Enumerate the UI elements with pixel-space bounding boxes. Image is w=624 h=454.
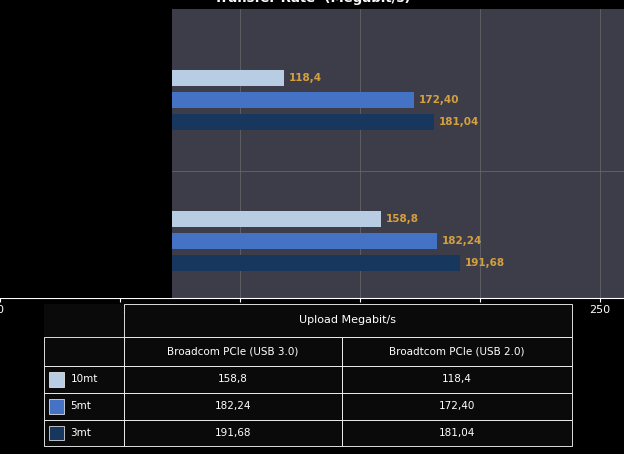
Title: Aggregate Throughput  in Upload 5GHz Band
USB 3.0 vs USB 2.0
Transfer Rate  (Meg: Aggregate Throughput in Upload 5GHz Band…	[143, 0, 481, 5]
Text: 191,68: 191,68	[465, 258, 505, 268]
Bar	[44, 419, 124, 446]
Bar	[0, 233, 437, 249]
Bar	[124, 304, 572, 337]
Bar	[124, 366, 342, 393]
Text: 118,4: 118,4	[289, 74, 322, 84]
Text: 181,04: 181,04	[439, 117, 480, 127]
Text: 10mt: 10mt	[71, 375, 98, 385]
Bar	[0, 114, 434, 130]
Bar	[44, 393, 124, 419]
Text: 172,40: 172,40	[439, 401, 475, 411]
Text: Upload Megabit/s: Upload Megabit/s	[300, 316, 396, 326]
Bar	[124, 393, 342, 419]
Bar	[44, 366, 124, 393]
Text: 182,24: 182,24	[442, 236, 482, 246]
Bar	[49, 399, 64, 414]
Bar	[49, 372, 64, 387]
Text: Broadcom PCIe (USB 3.0): Broadcom PCIe (USB 3.0)	[167, 346, 299, 356]
Bar	[0, 211, 381, 227]
Text: 172,40: 172,40	[419, 95, 459, 105]
FancyBboxPatch shape	[0, 9, 172, 298]
Text: 158,8: 158,8	[218, 375, 248, 385]
Bar	[44, 304, 124, 337]
Bar	[124, 419, 342, 446]
Bar	[44, 337, 124, 366]
Bar	[0, 70, 284, 86]
Bar	[0, 92, 414, 109]
Bar	[0, 255, 460, 271]
Bar	[342, 419, 572, 446]
Text: 191,68: 191,68	[215, 428, 251, 438]
Text: 182,24: 182,24	[215, 401, 251, 411]
Text: 118,4: 118,4	[442, 375, 472, 385]
Text: 181,04: 181,04	[439, 428, 475, 438]
Bar	[342, 337, 572, 366]
Bar	[342, 393, 572, 419]
Text: 3mt: 3mt	[71, 428, 91, 438]
Text: 5mt: 5mt	[71, 401, 91, 411]
Bar	[342, 366, 572, 393]
Bar	[124, 337, 342, 366]
Bar	[49, 426, 64, 440]
Text: 158,8: 158,8	[386, 214, 419, 224]
Text: Broadtcom PCIe (USB 2.0): Broadtcom PCIe (USB 2.0)	[389, 346, 525, 356]
